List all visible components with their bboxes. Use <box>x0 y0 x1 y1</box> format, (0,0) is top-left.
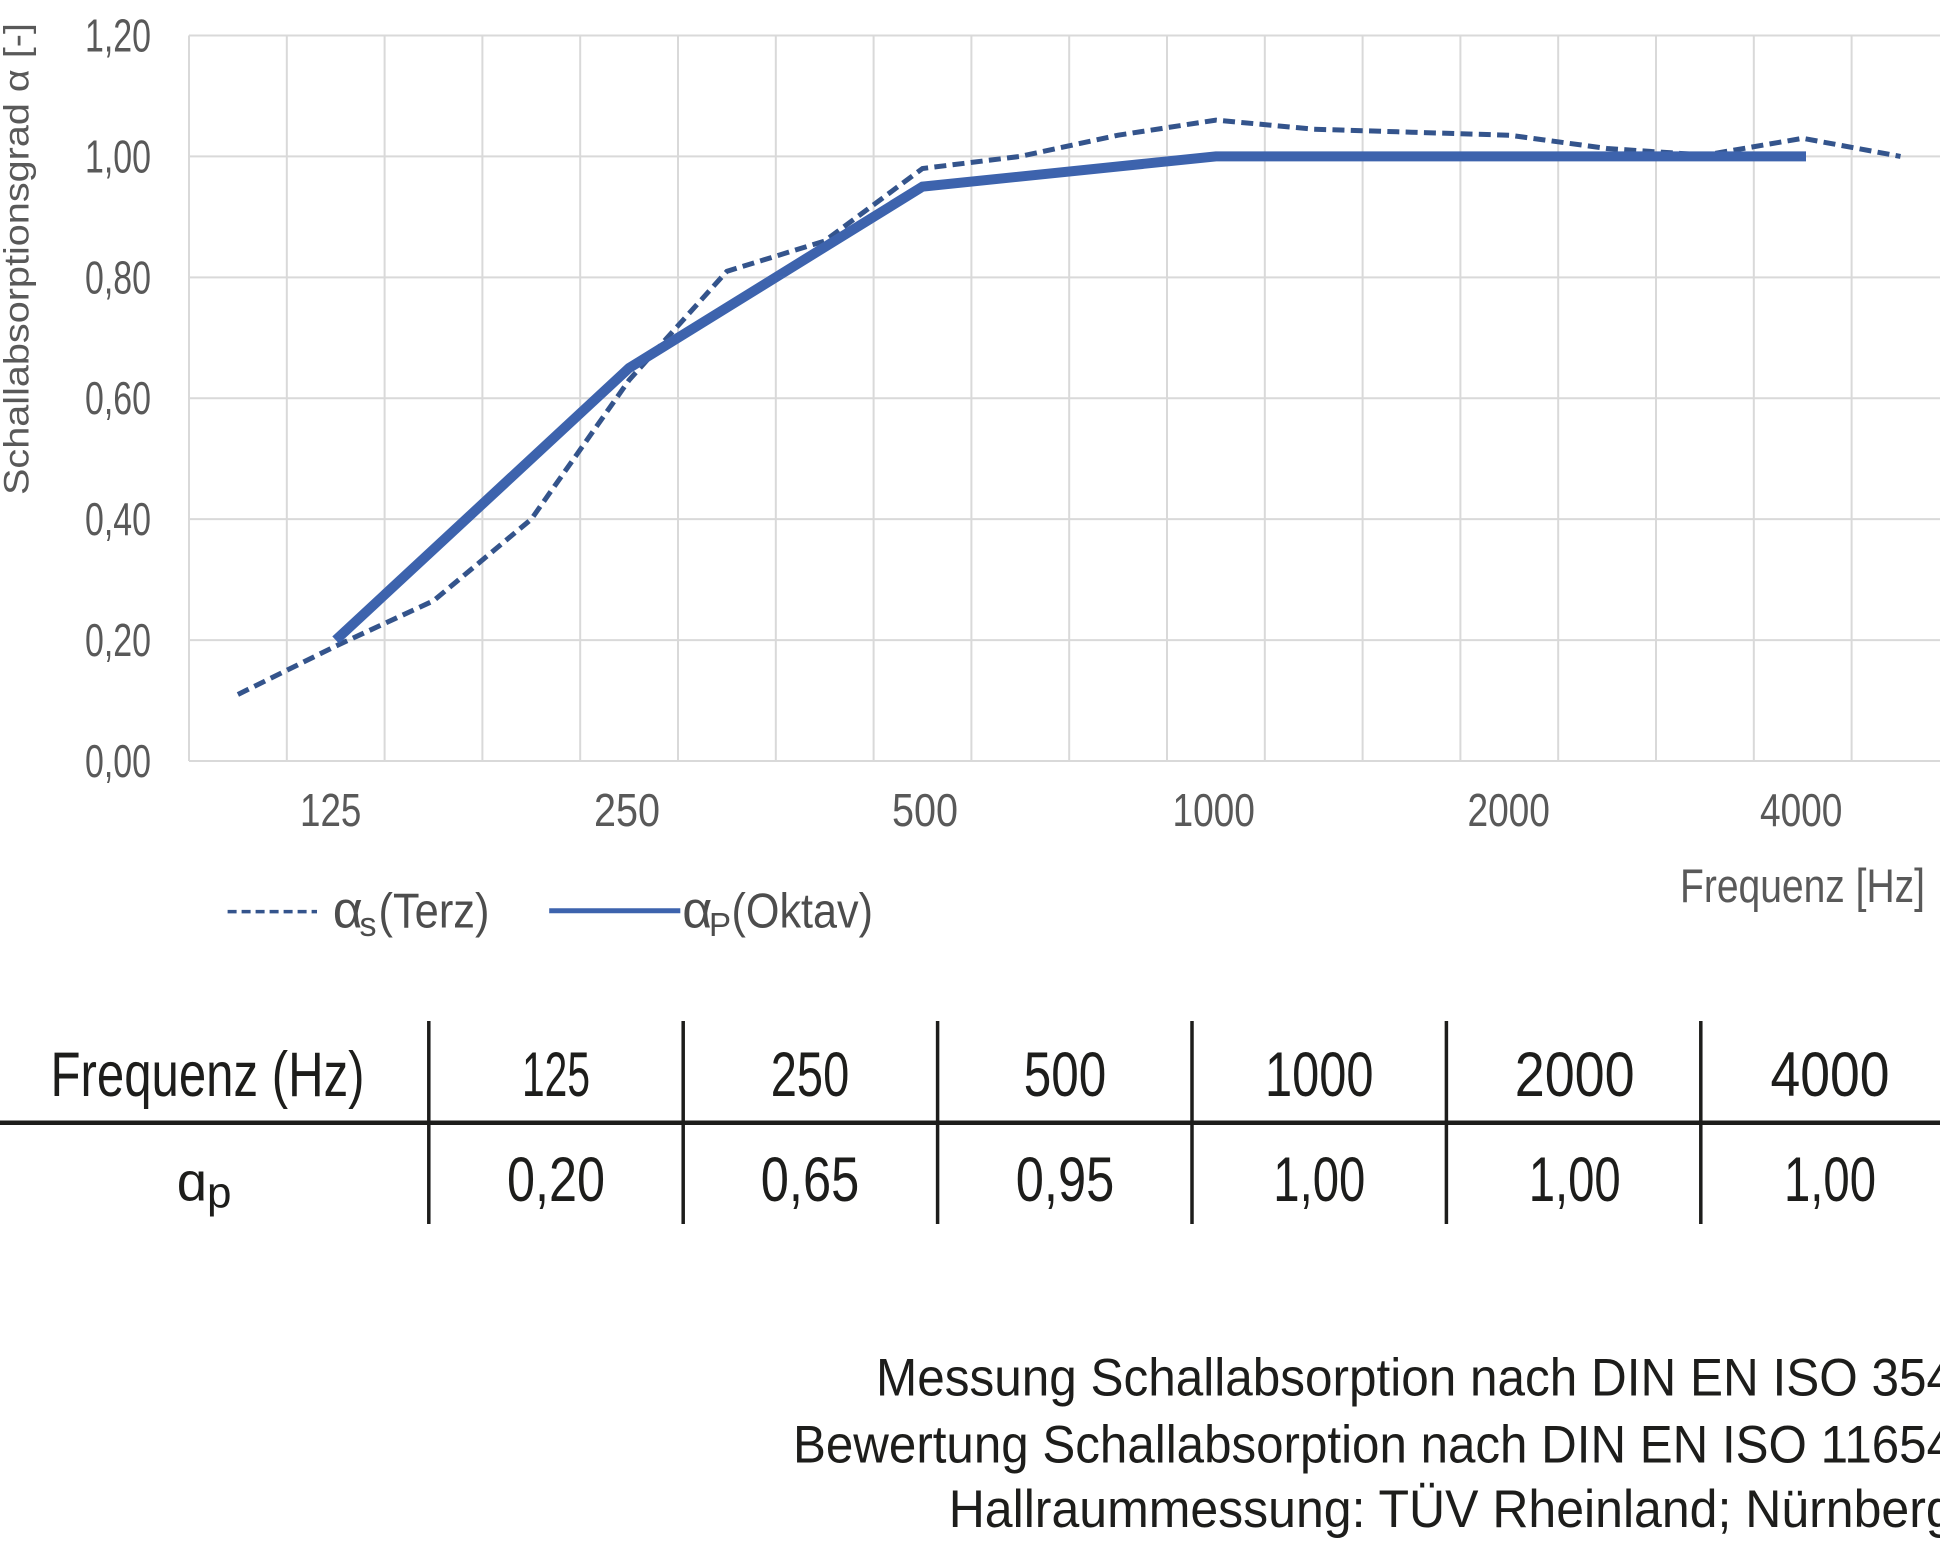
svg-text:P: P <box>709 906 731 943</box>
svg-text:Schallabsorptionsgrad α [-]: Schallabsorptionsgrad α [-] <box>0 23 37 495</box>
svg-text:0,80: 0,80 <box>85 251 151 303</box>
svg-text:0,20: 0,20 <box>507 1145 605 1215</box>
svg-text:2000: 2000 <box>1467 784 1550 836</box>
svg-text:α: α <box>682 882 712 940</box>
svg-text:0,95: 0,95 <box>1016 1145 1115 1215</box>
svg-text:1,20: 1,20 <box>85 10 151 62</box>
svg-text:0,00: 0,00 <box>85 735 151 787</box>
svg-text:125: 125 <box>522 1040 590 1110</box>
svg-text:1,00: 1,00 <box>1273 1145 1365 1215</box>
svg-text:Frequenz [Hz]: Frequenz [Hz] <box>1680 859 1925 912</box>
svg-text:Frequenz (Hz): Frequenz (Hz) <box>51 1040 365 1110</box>
svg-text:0,65: 0,65 <box>761 1145 860 1215</box>
svg-text:1,00: 1,00 <box>1529 1145 1621 1215</box>
svg-text:250: 250 <box>594 784 660 836</box>
svg-text:4000: 4000 <box>1771 1040 1890 1110</box>
svg-text:500: 500 <box>892 784 958 836</box>
svg-text:0,20: 0,20 <box>85 614 151 666</box>
svg-text:1000: 1000 <box>1265 1040 1374 1110</box>
svg-text:p: p <box>207 1168 231 1217</box>
svg-text:ɑ: ɑ <box>177 1151 207 1212</box>
svg-text:500: 500 <box>1024 1040 1107 1110</box>
svg-text:Bewertung Schallabsorption nac: Bewertung Schallabsorption nach DIN EN I… <box>793 1416 1940 1475</box>
svg-text:(Oktav): (Oktav) <box>732 885 874 939</box>
svg-text:s: s <box>360 906 377 944</box>
svg-text:Hallraummessung: TÜV Rheinland: Hallraummessung: TÜV Rheinland; Nürnberg <box>949 1480 1940 1539</box>
svg-text:α: α <box>333 882 363 940</box>
svg-text:2000: 2000 <box>1515 1040 1635 1110</box>
svg-text:(Terz): (Terz) <box>379 885 490 939</box>
svg-text:0,40: 0,40 <box>85 493 151 545</box>
svg-text:1,00: 1,00 <box>1784 1145 1876 1215</box>
svg-text:0,60: 0,60 <box>85 372 151 424</box>
svg-text:Messung Schallabsorption nach: Messung Schallabsorption nach DIN EN ISO… <box>876 1349 1940 1408</box>
svg-text:1000: 1000 <box>1172 784 1255 836</box>
svg-text:1,00: 1,00 <box>85 130 151 182</box>
svg-text:250: 250 <box>771 1040 850 1110</box>
svg-text:4000: 4000 <box>1760 784 1843 836</box>
svg-text:125: 125 <box>300 784 361 836</box>
